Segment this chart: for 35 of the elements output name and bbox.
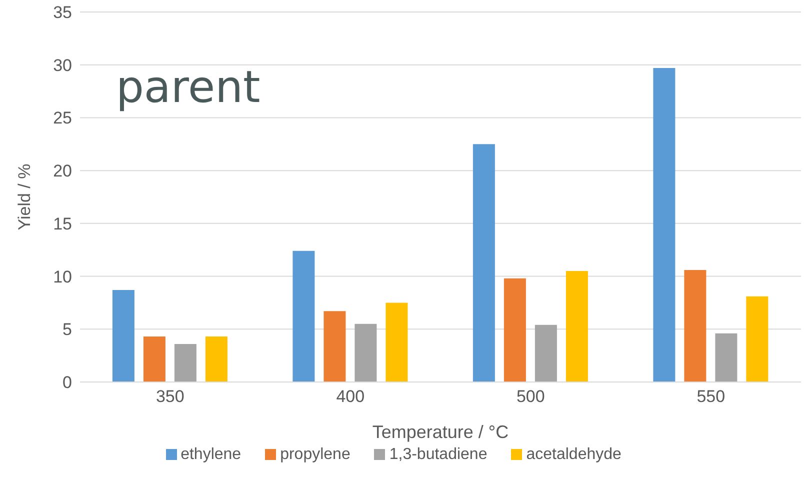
x-tick-label: 400 bbox=[336, 387, 365, 406]
x-tick-label: 550 bbox=[696, 387, 726, 406]
bar bbox=[324, 311, 346, 382]
bar bbox=[205, 336, 228, 382]
y-tick-label: 35 bbox=[53, 3, 72, 22]
bar bbox=[504, 278, 526, 382]
y-tick-label: 25 bbox=[53, 108, 72, 128]
y-axis-title: Yield / % bbox=[15, 164, 34, 230]
bar bbox=[653, 68, 676, 382]
y-tick-label: 0 bbox=[62, 373, 72, 392]
bar bbox=[715, 333, 738, 382]
bar bbox=[472, 144, 495, 382]
bar bbox=[684, 270, 706, 382]
bar bbox=[174, 344, 196, 382]
legend-label: acetaldehyde bbox=[526, 446, 622, 463]
annotation: parent bbox=[116, 62, 260, 113]
bar bbox=[566, 271, 588, 382]
bar bbox=[143, 336, 166, 382]
bar bbox=[534, 324, 557, 382]
x-axis-title: Temperature / °C bbox=[372, 422, 509, 442]
y-tick-label: 15 bbox=[53, 214, 72, 234]
legend-label: propylene bbox=[280, 446, 350, 463]
y-tick-label: 10 bbox=[53, 267, 72, 286]
bar bbox=[112, 290, 134, 382]
y-tick-label: 20 bbox=[53, 162, 72, 181]
bar bbox=[292, 250, 315, 382]
legend-label: ethylene bbox=[180, 446, 242, 463]
bar bbox=[746, 296, 768, 382]
x-tick-label: 350 bbox=[156, 387, 184, 406]
bar bbox=[386, 302, 408, 382]
x-tick-label: 500 bbox=[516, 387, 545, 406]
y-tick-label: 30 bbox=[53, 56, 72, 75]
y-tick-label: 5 bbox=[62, 320, 72, 340]
legend-label: 1,3-butadiene bbox=[389, 446, 488, 463]
bar bbox=[354, 324, 377, 382]
